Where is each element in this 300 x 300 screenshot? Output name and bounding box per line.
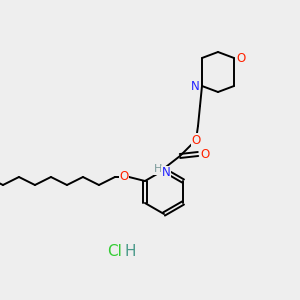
Text: O: O (191, 134, 201, 146)
Text: N: N (190, 80, 200, 92)
Text: O: O (236, 52, 246, 64)
Text: N: N (162, 167, 170, 179)
Text: H: H (124, 244, 136, 260)
Text: Cl: Cl (108, 244, 122, 260)
Text: O: O (200, 148, 210, 160)
Text: H: H (154, 164, 162, 174)
Text: O: O (119, 170, 129, 184)
